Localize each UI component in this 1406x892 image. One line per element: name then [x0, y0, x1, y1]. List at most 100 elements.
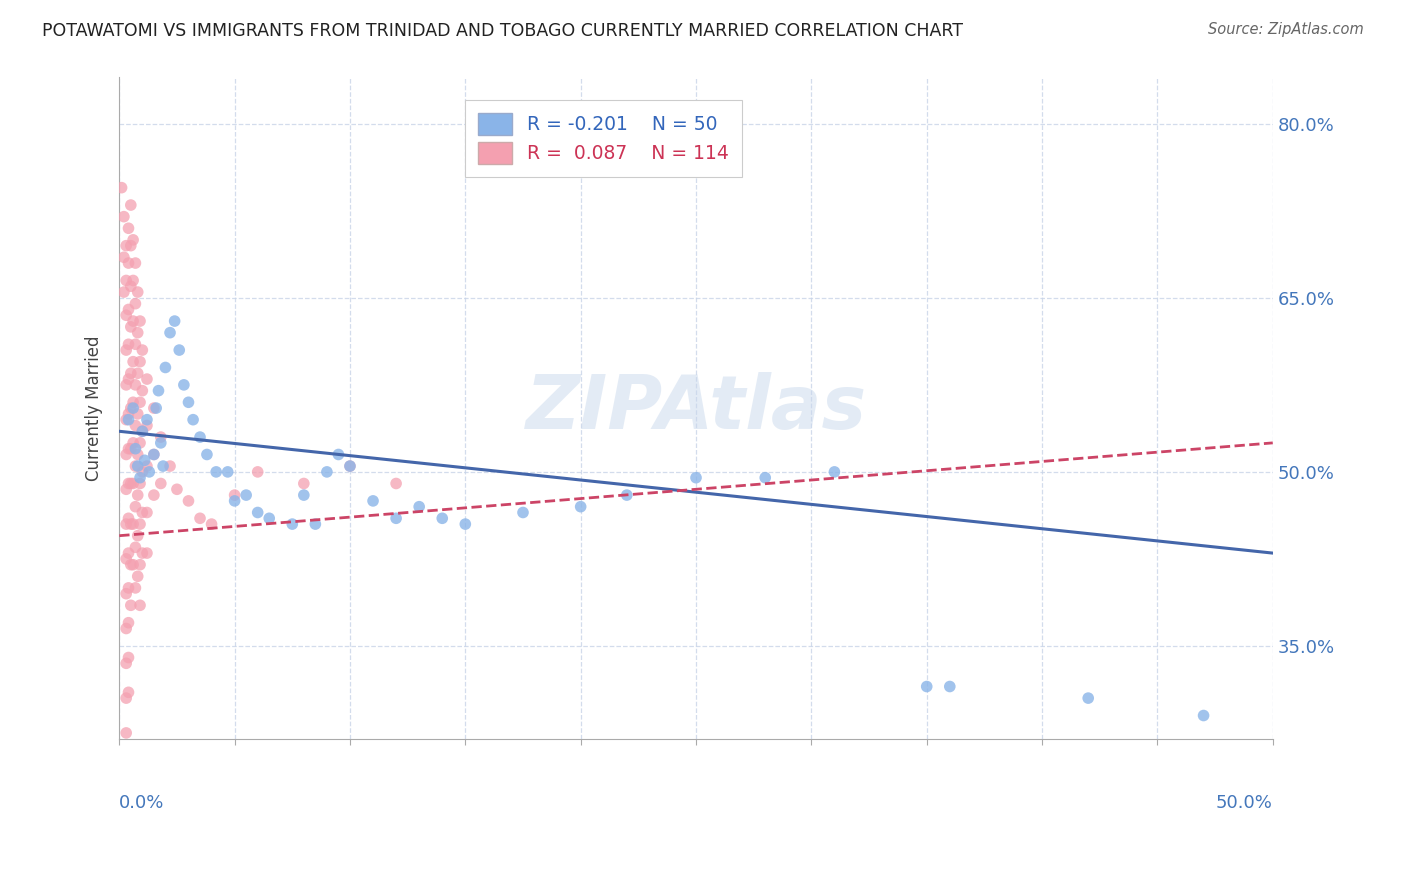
Point — [122, 401, 145, 415]
Point — [117, 581, 139, 595]
Point — [120, 319, 142, 334]
Point — [142, 448, 165, 462]
Point — [117, 407, 139, 421]
Point — [385, 476, 408, 491]
Point — [149, 430, 172, 444]
Point — [149, 476, 172, 491]
Point — [124, 459, 146, 474]
Point — [127, 529, 149, 543]
Point — [512, 506, 534, 520]
Point — [115, 622, 138, 636]
Point — [616, 488, 638, 502]
Point — [339, 459, 361, 474]
Point — [200, 517, 222, 532]
Text: 0.0%: 0.0% — [120, 795, 165, 813]
Point — [217, 465, 239, 479]
Point — [129, 558, 152, 572]
Text: Source: ZipAtlas.com: Source: ZipAtlas.com — [1208, 22, 1364, 37]
Point — [112, 250, 135, 264]
Point — [122, 558, 145, 572]
Point — [385, 511, 408, 525]
Point — [122, 354, 145, 368]
Point — [316, 465, 339, 479]
Point — [117, 412, 139, 426]
Point — [127, 285, 149, 299]
Point — [120, 401, 142, 415]
Point — [129, 395, 152, 409]
Point — [155, 360, 177, 375]
Point — [122, 517, 145, 532]
Point — [117, 546, 139, 560]
Point — [112, 285, 135, 299]
Point — [122, 273, 145, 287]
Point — [117, 685, 139, 699]
Point — [124, 296, 146, 310]
Point — [115, 308, 138, 322]
Point — [120, 366, 142, 380]
Point — [142, 448, 165, 462]
Point — [120, 442, 142, 456]
Text: ZIPAtlas: ZIPAtlas — [526, 372, 866, 444]
Point — [117, 650, 139, 665]
Point — [120, 599, 142, 613]
Point — [115, 657, 138, 671]
Point — [117, 302, 139, 317]
Point — [124, 418, 146, 433]
Point — [569, 500, 592, 514]
Legend: R = -0.201    N = 50, R =  0.087    N = 114: R = -0.201 N = 50, R = 0.087 N = 114 — [465, 100, 742, 178]
Point — [117, 511, 139, 525]
Point — [292, 488, 315, 502]
Point — [115, 483, 138, 497]
Point — [136, 412, 159, 426]
Point — [124, 377, 146, 392]
Point — [754, 471, 776, 485]
Point — [167, 343, 190, 357]
Point — [110, 180, 132, 194]
Point — [129, 476, 152, 491]
Point — [131, 384, 153, 398]
Point — [115, 726, 138, 740]
Point — [120, 279, 142, 293]
Point — [117, 372, 139, 386]
Y-axis label: Currently Married: Currently Married — [86, 335, 103, 481]
Point — [129, 599, 152, 613]
Text: 50.0%: 50.0% — [1216, 795, 1272, 813]
Point — [120, 198, 142, 212]
Point — [145, 401, 167, 415]
Point — [177, 494, 200, 508]
Point — [122, 436, 145, 450]
Point — [120, 476, 142, 491]
Point — [181, 412, 204, 426]
Point — [115, 691, 138, 706]
Point — [115, 238, 138, 252]
Point — [328, 448, 350, 462]
Point — [152, 459, 174, 474]
Point — [159, 326, 181, 340]
Point — [120, 517, 142, 532]
Point — [454, 517, 477, 532]
Point — [129, 436, 152, 450]
Point — [131, 465, 153, 479]
Point — [173, 377, 195, 392]
Point — [117, 476, 139, 491]
Point — [131, 425, 153, 439]
Point — [166, 483, 188, 497]
Point — [1077, 691, 1099, 706]
Point — [129, 517, 152, 532]
Point — [246, 506, 269, 520]
Point — [163, 314, 186, 328]
Point — [115, 412, 138, 426]
Point — [224, 494, 246, 508]
Point — [939, 680, 962, 694]
Point — [142, 488, 165, 502]
Point — [117, 615, 139, 630]
Point — [188, 511, 211, 525]
Point — [120, 558, 142, 572]
Point — [129, 314, 152, 328]
Point — [122, 476, 145, 491]
Point — [129, 471, 152, 485]
Point — [408, 500, 430, 514]
Point — [127, 488, 149, 502]
Point — [127, 448, 149, 462]
Point — [127, 407, 149, 421]
